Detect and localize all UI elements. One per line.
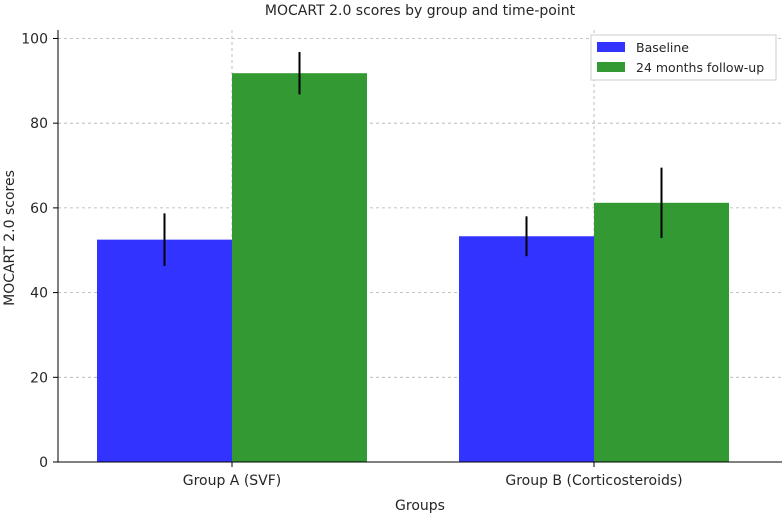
- x-ticks: Group A (SVF) Group B (Corticosteroids): [183, 462, 683, 489]
- y-tick-label: 100: [21, 31, 48, 47]
- y-tick-label: 40: [30, 286, 48, 302]
- error-bars: [163, 52, 663, 266]
- bar-baseline: [97, 239, 232, 462]
- legend: Baseline 24 months follow-up: [590, 34, 777, 81]
- bar-followup: [232, 73, 367, 462]
- x-tick-label: Group A (SVF): [183, 473, 282, 489]
- y-tick-label: 0: [39, 455, 48, 471]
- legend-swatch-followup: [597, 62, 625, 72]
- chart-title: MOCART 2.0 scores by group and time-poin…: [265, 3, 576, 19]
- y-axis-title: MOCART 2.0 scores: [2, 170, 18, 306]
- bar-followup: [594, 202, 729, 463]
- x-axis-title: Groups: [395, 498, 445, 514]
- bar-baseline: [459, 236, 594, 462]
- y-tick-label: 20: [30, 370, 48, 386]
- bars: [97, 73, 729, 463]
- x-tick-label: Group B (Corticosteroids): [505, 473, 682, 489]
- axes: [57, 30, 782, 463]
- y-tick-label: 60: [30, 201, 48, 217]
- legend-label-baseline: Baseline: [636, 40, 689, 55]
- y-tick-label: 80: [30, 116, 48, 132]
- legend-swatch-baseline: [597, 42, 625, 52]
- y-ticks: 0 20 40 60 80 100: [21, 31, 58, 471]
- legend-label-followup: 24 months follow-up: [636, 60, 764, 75]
